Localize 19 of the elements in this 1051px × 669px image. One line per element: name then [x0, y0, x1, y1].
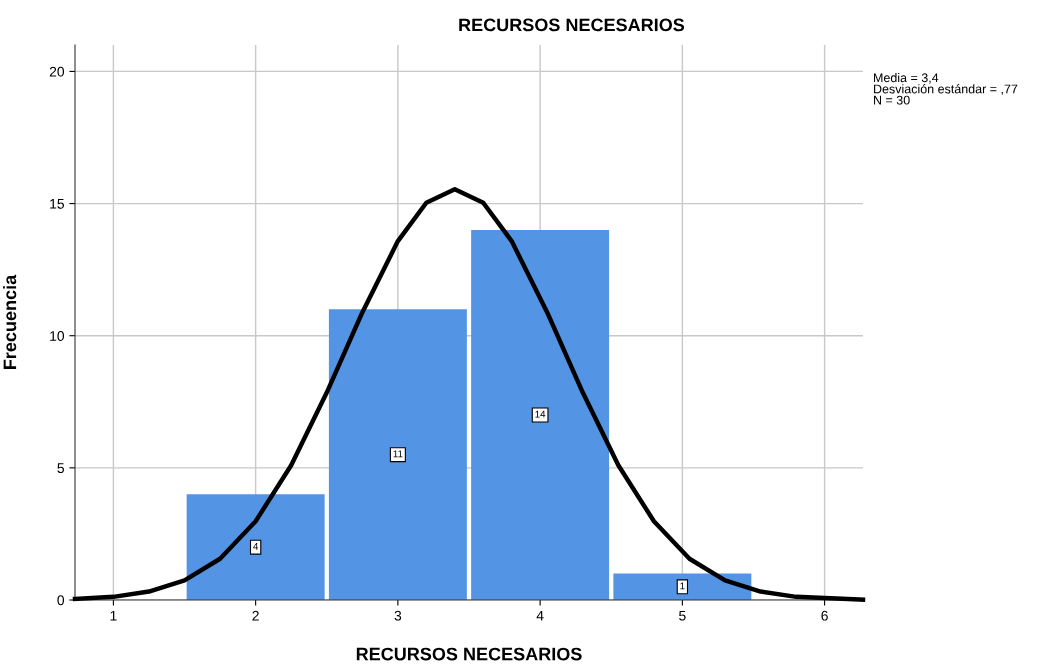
y-axis-title: Frecuencia [3, 274, 17, 369]
x-tick-label: 2 [252, 610, 259, 621]
x-tick-label: 1 [110, 610, 117, 621]
x-tick-label: 3 [394, 610, 402, 621]
data-label: 1 [680, 582, 685, 590]
x-tick-label: 6 [821, 610, 828, 621]
data-label: 11 [393, 450, 403, 458]
x-axis-title: RECURSOS NECESARIOS [356, 647, 582, 661]
y-tick-label: 15 [50, 199, 64, 209]
text: Media = 3,4 Desviación estándar = ,77 N = 30 [874, 73, 1018, 105]
y-tick-label: 10 [50, 331, 65, 341]
y-tick-label: 20 [49, 66, 65, 77]
x-tick-label: 5 [679, 610, 686, 621]
data-label: 4 [253, 542, 259, 550]
x-tick-label: 4 [536, 610, 544, 621]
y-tick-label: 5 [57, 463, 64, 474]
chart-title: RECURSOS NECESARIOS [459, 18, 685, 32]
y-tick-label: 0 [57, 595, 65, 606]
data-label: 14 [535, 410, 546, 418]
